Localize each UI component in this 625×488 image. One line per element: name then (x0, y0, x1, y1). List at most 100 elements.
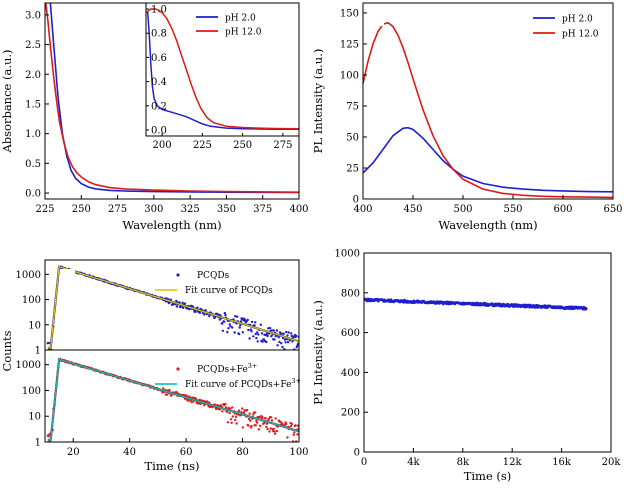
panel-c-bottom-point (241, 407, 244, 410)
panel-c-bottom-fit-shadow (47, 357, 299, 442)
panel-d: 0 4k 8k 12k 16k 20k 0 200 400 600 800 1000 Time (s) P… (311, 249, 621, 484)
panel-a-inset-ytick-label: 0.2 (151, 101, 167, 112)
panel-c-top-point (257, 333, 260, 336)
panel-d-plot-area (364, 297, 588, 311)
panel-d-point (585, 307, 588, 310)
panel-a-ytick-label: 0.5 (25, 159, 41, 170)
panel-c-top-point (253, 324, 256, 327)
panel-d-letter-bg (369, 258, 384, 277)
panel-c-top-point (250, 320, 254, 324)
panel-c-bottom-point (224, 402, 227, 406)
panel-c-top-point (236, 315, 239, 318)
panel-c-top-point (265, 340, 268, 344)
panel-c-bottom-legend-label-1: Fit curve of PCQDs+Fe3+ (185, 377, 301, 390)
panel-c-top-point (291, 340, 294, 343)
panel-a-xtick-label: 325 (181, 204, 200, 215)
panel-c-bottom-point (292, 433, 295, 436)
panel-c-bottom-point (228, 412, 231, 415)
panel-b-xtick-label: 650 (603, 204, 622, 215)
panel-c-top-point (273, 338, 276, 341)
panel-c-top-point (229, 325, 232, 328)
panel-a-inset-frame (145, 2, 300, 137)
panel-b-xtick-label: 550 (503, 204, 522, 215)
panel-b-xlabel: Wavelength (nm) (438, 218, 537, 232)
panel-c-bottom-legend-marker (176, 367, 180, 371)
panel-c-bottom-point (224, 406, 228, 409)
panel-c-bottom-point (275, 429, 279, 433)
panel-d-ytick-label: 0 (354, 448, 360, 459)
panel-c-top-point (182, 306, 185, 310)
panel-a-legend-label-0: pH 2.0 (225, 14, 256, 24)
panel-c-bottom-point (270, 419, 274, 422)
panel-d-letter: d (372, 258, 384, 278)
panel-c-bottom-point (296, 433, 299, 436)
panel-c-top-point (221, 329, 225, 332)
panel-b: 400 450 500 550 600 650 0 25 50 75 100 125 150 Wavele… (311, 2, 623, 232)
panel-a-series-ph12 (45, 3, 299, 193)
panel-c-top-point (238, 326, 241, 329)
panel-c-bottom-point (168, 388, 171, 392)
panel-d-xtick-label: 4k (407, 457, 420, 468)
panel-c-top-point (286, 341, 290, 344)
panel-c-top-fit-shadow (47, 265, 299, 350)
panel-c-top-legend-marker (176, 273, 180, 277)
panel-a-inset-ytick-label: 0.4 (151, 77, 167, 88)
panel-c-top-fit (47, 266, 299, 349)
panel-c-bottom-point (190, 401, 194, 404)
panel-c-top-point (283, 338, 287, 341)
panel-c-bottom-point (296, 424, 299, 427)
panel-c-bottom-point (175, 391, 179, 394)
panel-c-top-point (272, 329, 275, 332)
panel-c-bottom-point (284, 421, 287, 424)
panel-d-xtick-label: 20k (602, 457, 622, 468)
panel-c-bottom-point (268, 430, 271, 433)
panel-a-inset-bg (146, 3, 299, 136)
panel-c-bottom-point (273, 432, 277, 435)
panel-c-bottom-point (273, 430, 276, 433)
panel-c-top-point (47, 341, 50, 345)
panel-d-ytick-label: 1000 (335, 249, 360, 260)
panel-c-bottom-point (269, 427, 272, 430)
panel-a-xtick-label: 250 (72, 204, 91, 215)
panel-c-top-point (270, 335, 273, 338)
panel-a-inset-plot-area (146, 8, 299, 131)
panel-a-xtick-label: 350 (217, 204, 236, 215)
panel-c-top-point (204, 309, 207, 312)
panel-c-top-point (226, 330, 229, 334)
panel-c-letter: c (63, 269, 73, 289)
panel-a-ytick-label: 1.0 (25, 129, 41, 140)
panel-d-frame (363, 252, 612, 453)
panel-c-bottom-point (247, 417, 251, 421)
panel-c-bottom-point (290, 422, 293, 426)
panel-c-bottom-plot-area (46, 357, 299, 442)
panel-d-xlabel: Time (s) (464, 469, 512, 483)
panel-a-inset-xtick-label: 250 (233, 140, 252, 151)
panel-b-ytick-label: 125 (340, 39, 359, 50)
panel-d-ytick-label: 600 (341, 328, 360, 339)
panel-c-top-point (254, 332, 257, 336)
panel-c-bottom-ytick-label: 100 (22, 386, 41, 397)
panel-a-inset-ytick-label: 0.8 (151, 29, 167, 40)
panel-c-top-point (252, 335, 255, 338)
panel-b-ytick-label: 25 (346, 163, 359, 174)
panel-c-top: 1 10 100 1000 PCQDs Fit curve of PCQDs (16, 259, 300, 357)
panel-c-bottom-point (221, 410, 224, 413)
panel-c-top-point (231, 326, 234, 329)
panel-c-bottom-point (270, 416, 273, 419)
panel-c-top-point (278, 340, 281, 344)
panel-c-top-point (196, 306, 199, 309)
panel-c-bottom-point (229, 418, 233, 421)
panel-c-bottom-point (248, 412, 251, 415)
panel-c-bottom-point (267, 417, 271, 421)
panel-c-top-point (260, 332, 264, 335)
panel-b-letter-bg (369, 7, 384, 26)
panel-c-xtick-label: 60 (180, 447, 193, 458)
panel-a-legend-label-1: pH 12.0 (225, 28, 262, 38)
panel-a-ytick-label: 2.5 (25, 40, 41, 51)
panel-c-top-point (280, 332, 284, 335)
panel-c-top-point (194, 310, 197, 313)
panel-a-plot-area (45, 3, 299, 194)
panel-a-xlabel: Wavelength (nm) (122, 218, 221, 232)
panel-c-top-point (270, 329, 274, 332)
